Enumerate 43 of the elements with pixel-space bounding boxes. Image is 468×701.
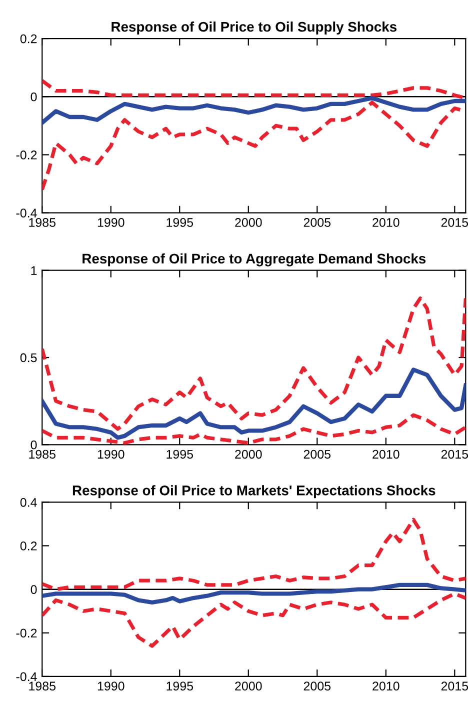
x-tick-label: 1985 — [29, 450, 56, 459]
line-series — [42, 78, 466, 100]
x-tick-label: 2000 — [235, 450, 262, 459]
y-tick-label: 0 — [30, 92, 37, 102]
y-tick-label: 0.2 — [20, 34, 37, 44]
line-series — [42, 518, 466, 592]
x-tick-label: 1995 — [166, 218, 194, 227]
chart-title: Response of Oil Price to Aggregate Demand Shocks — [82, 253, 426, 266]
x-tick-label: 2015 — [441, 682, 468, 691]
x-tick-label: 1985 — [29, 682, 56, 691]
x-tick-label: 2010 — [372, 450, 400, 459]
x-tick-label: 2000 — [235, 218, 262, 227]
y-tick-label: 0 — [30, 585, 37, 594]
y-tick-label: 0.5 — [20, 353, 37, 362]
x-tick-label: 1995 — [166, 450, 194, 459]
x-tick-label: 2010 — [372, 218, 400, 227]
y-tick-label: -0.2 — [16, 150, 37, 160]
y-tick-label: -0.2 — [16, 628, 37, 638]
x-tick-label: 2005 — [304, 450, 331, 459]
y-tick-label: -0.4 — [16, 672, 37, 682]
x-tick-label: 1985 — [29, 218, 56, 227]
y-tick-label: -0.4 — [16, 208, 37, 218]
chart-title: Response of Oil Price to Oil Supply Shocks — [112, 22, 396, 34]
line-series — [42, 592, 466, 648]
x-tick-label: 1990 — [98, 450, 124, 459]
x-tick-label: 2000 — [235, 682, 262, 691]
x-tick-label: 2005 — [304, 682, 331, 691]
chart-title: Response of Oil Price to Markets' Expectations Shocks — [72, 485, 436, 498]
line-series — [42, 368, 466, 440]
line-series — [42, 96, 466, 125]
x-tick-label: 1990 — [98, 218, 124, 227]
x-tick-label: 1995 — [166, 682, 194, 691]
y-tick-label: 0.2 — [20, 542, 37, 550]
line-series — [42, 296, 466, 431]
y-tick-label: 1 — [31, 266, 37, 275]
y-tick-label: 0.4 — [20, 498, 37, 507]
line-series — [42, 582, 466, 604]
x-tick-label: 2010 — [372, 682, 400, 691]
x-tick-label: 2015 — [441, 450, 468, 459]
x-tick-label: 2005 — [304, 218, 331, 227]
y-tick-label: 0 — [30, 440, 37, 450]
x-tick-label: 1990 — [98, 682, 124, 691]
x-tick-label: 2015 — [441, 218, 468, 227]
